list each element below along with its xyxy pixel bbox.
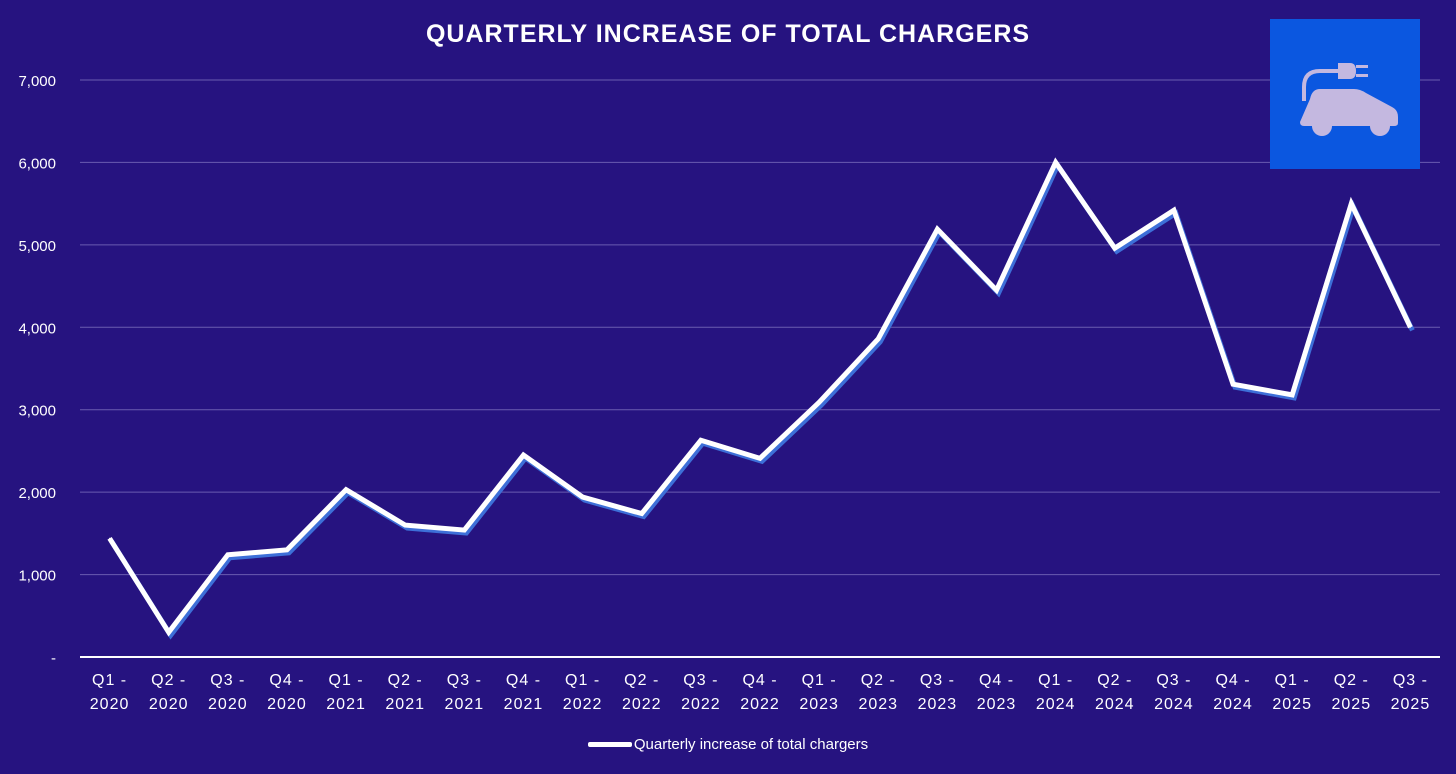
x-tick-label: 2021 — [445, 696, 485, 713]
x-tick-label: Q1 - — [565, 672, 600, 689]
data-point — [463, 529, 465, 531]
x-tick-label: Q2 - — [1097, 672, 1132, 689]
data-point — [1114, 247, 1116, 249]
x-tick-label: Q3 - — [920, 672, 955, 689]
x-tick-label: Q1 - — [802, 672, 837, 689]
data-point — [641, 513, 643, 515]
data-point — [227, 554, 229, 556]
x-tick-label: 2022 — [563, 696, 603, 713]
x-tick-label: 2023 — [858, 696, 898, 713]
x-tick-label: Q3 - — [210, 672, 245, 689]
x-tick-label: 2023 — [918, 696, 958, 713]
x-tick-label: Q4 - — [979, 672, 1014, 689]
data-point — [1173, 209, 1175, 211]
data-point — [582, 496, 584, 498]
x-tick-label: 2020 — [208, 696, 248, 713]
y-tick-label: - — [51, 650, 56, 667]
y-tick-label: 6,000 — [18, 155, 56, 172]
legend-label: Quarterly increase of total chargers — [633, 736, 869, 753]
x-tick-label: Q3 - — [1156, 672, 1191, 689]
x-tick-label: Q3 - — [1393, 672, 1428, 689]
x-tick-label: 2023 — [977, 696, 1017, 713]
x-tick-label: 2022 — [681, 696, 721, 713]
x-tick-label: 2023 — [799, 696, 839, 713]
y-tick-label: 2,000 — [18, 485, 56, 502]
data-point — [522, 454, 524, 456]
x-tick-label: Q1 - — [329, 672, 364, 689]
x-tick-label: Q2 - — [624, 672, 659, 689]
x-tick-label: 2025 — [1332, 696, 1372, 713]
series-line-shadow — [109, 160, 1415, 640]
series-line — [107, 157, 1413, 637]
data-point — [1350, 203, 1352, 205]
data-point — [109, 537, 111, 539]
x-tick-label: Q2 - — [861, 672, 896, 689]
x-tick-label: Q3 - — [447, 672, 482, 689]
x-tick-label: 2022 — [622, 696, 662, 713]
x-tick-label: Q1 - — [1275, 672, 1310, 689]
x-tick-label: 2020 — [267, 696, 307, 713]
data-point — [1291, 394, 1293, 396]
data-point — [1232, 383, 1234, 385]
x-tick-label: 2022 — [740, 696, 780, 713]
chart-title: QUARTERLY INCREASE OF TOTAL CHARGERS — [425, 20, 1031, 48]
data-point — [404, 524, 406, 526]
x-tick-label: Q1 - — [1038, 672, 1073, 689]
x-tick-label: 2024 — [1095, 696, 1135, 713]
data-point — [759, 457, 761, 459]
x-tick-label: 2025 — [1272, 696, 1312, 713]
y-tick-label: 7,000 — [18, 73, 56, 90]
x-tick-label: Q2 - — [151, 672, 186, 689]
y-tick-label: 1,000 — [18, 568, 56, 585]
y-tick-label: 5,000 — [18, 238, 56, 255]
data-point — [936, 228, 938, 230]
data-point — [818, 401, 820, 403]
x-tick-label: 2021 — [326, 696, 366, 713]
x-tick-label: 2020 — [149, 696, 189, 713]
data-point — [1055, 161, 1057, 163]
x-tick-label: 2024 — [1154, 696, 1194, 713]
x-tick-label: Q3 - — [683, 672, 718, 689]
data-point — [996, 289, 998, 291]
x-tick-label: Q4 - — [506, 672, 541, 689]
x-tick-label: Q1 - — [92, 672, 127, 689]
x-tick-label: 2021 — [504, 696, 544, 713]
data-point — [168, 631, 170, 633]
x-tick-label: Q4 - — [742, 672, 777, 689]
x-tick-label: Q2 - — [388, 672, 423, 689]
x-tick-label: 2021 — [385, 696, 425, 713]
x-tick-label: 2025 — [1391, 696, 1431, 713]
data-point — [1409, 326, 1411, 328]
data-point — [345, 489, 347, 491]
x-tick-label: Q2 - — [1334, 672, 1369, 689]
x-tick-label: 2020 — [90, 696, 130, 713]
electric-car-charging-icon — [1270, 19, 1420, 169]
data-point — [700, 439, 702, 441]
x-tick-label: Q4 - — [269, 672, 304, 689]
y-tick-label: 3,000 — [18, 403, 56, 420]
x-tick-label: 2024 — [1213, 696, 1253, 713]
data-point — [286, 549, 288, 551]
chart-legend: Quarterly increase of total chargers — [0, 736, 1456, 753]
y-tick-label: 4,000 — [18, 320, 56, 337]
legend-swatch — [587, 742, 632, 747]
x-tick-label: 2024 — [1036, 696, 1076, 713]
x-tick-label: Q4 - — [1215, 672, 1250, 689]
data-point — [877, 338, 879, 340]
